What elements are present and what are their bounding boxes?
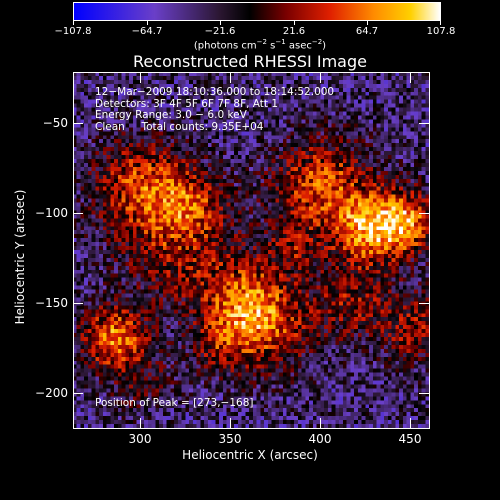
heatmap-image: [73, 72, 429, 428]
plot-title: Reconstructed RHESSI Image: [133, 52, 367, 71]
y-tick-label: −200: [35, 386, 68, 400]
colorbar-tick-label: 64.7: [355, 26, 379, 37]
x-tick-label: 450: [398, 432, 422, 446]
x-tick-label: 300: [128, 432, 152, 446]
y-tick-label: −150: [35, 296, 68, 310]
x-tick-label: 350: [218, 432, 242, 446]
x-ticks: [140, 73, 411, 428]
colorbar-tick-label: −64.7: [131, 26, 163, 37]
info-line-counts: Clean Total counts: 9.35E+04: [95, 120, 264, 133]
colorbar: [73, 2, 441, 21]
colorbar-tick-label: −21.6: [204, 26, 236, 37]
colorbar-tick-label: 107.8: [426, 26, 456, 37]
y-tick-label: −100: [35, 206, 68, 220]
y-tick-label: −50: [42, 116, 68, 130]
y-ticks: [73, 123, 429, 394]
colorbar-gradient: [73, 2, 441, 21]
info-line-time: 12−Mar−2009 18:10:36.000 to 18:14:52.000: [95, 86, 335, 98]
colorbar-units: (photons cm−2 s−1 asec−2): [193, 38, 327, 52]
colorbar-tick-label: 21.6: [282, 26, 306, 37]
colorbar-ticks: [73, 20, 441, 25]
y-axis-title: Heliocentric Y (arcsec): [13, 189, 27, 325]
observation-info: 12−Mar−2009 18:10:36.000 to 18:14:52.000…: [95, 86, 335, 133]
colorbar-tick-label: −107.8: [54, 26, 92, 37]
info-line-detectors: Detectors: 3F 4F 5F 6F 7F 8F, Att 1: [95, 97, 279, 110]
peak-position: Position of Peak = [273,−168]: [95, 397, 254, 409]
x-axis-title: Heliocentric X (arcsec): [182, 448, 318, 462]
x-tick-label: 400: [308, 432, 332, 446]
info-line-energy: Energy Range: 3.0 − 6.0 keV: [95, 109, 247, 122]
